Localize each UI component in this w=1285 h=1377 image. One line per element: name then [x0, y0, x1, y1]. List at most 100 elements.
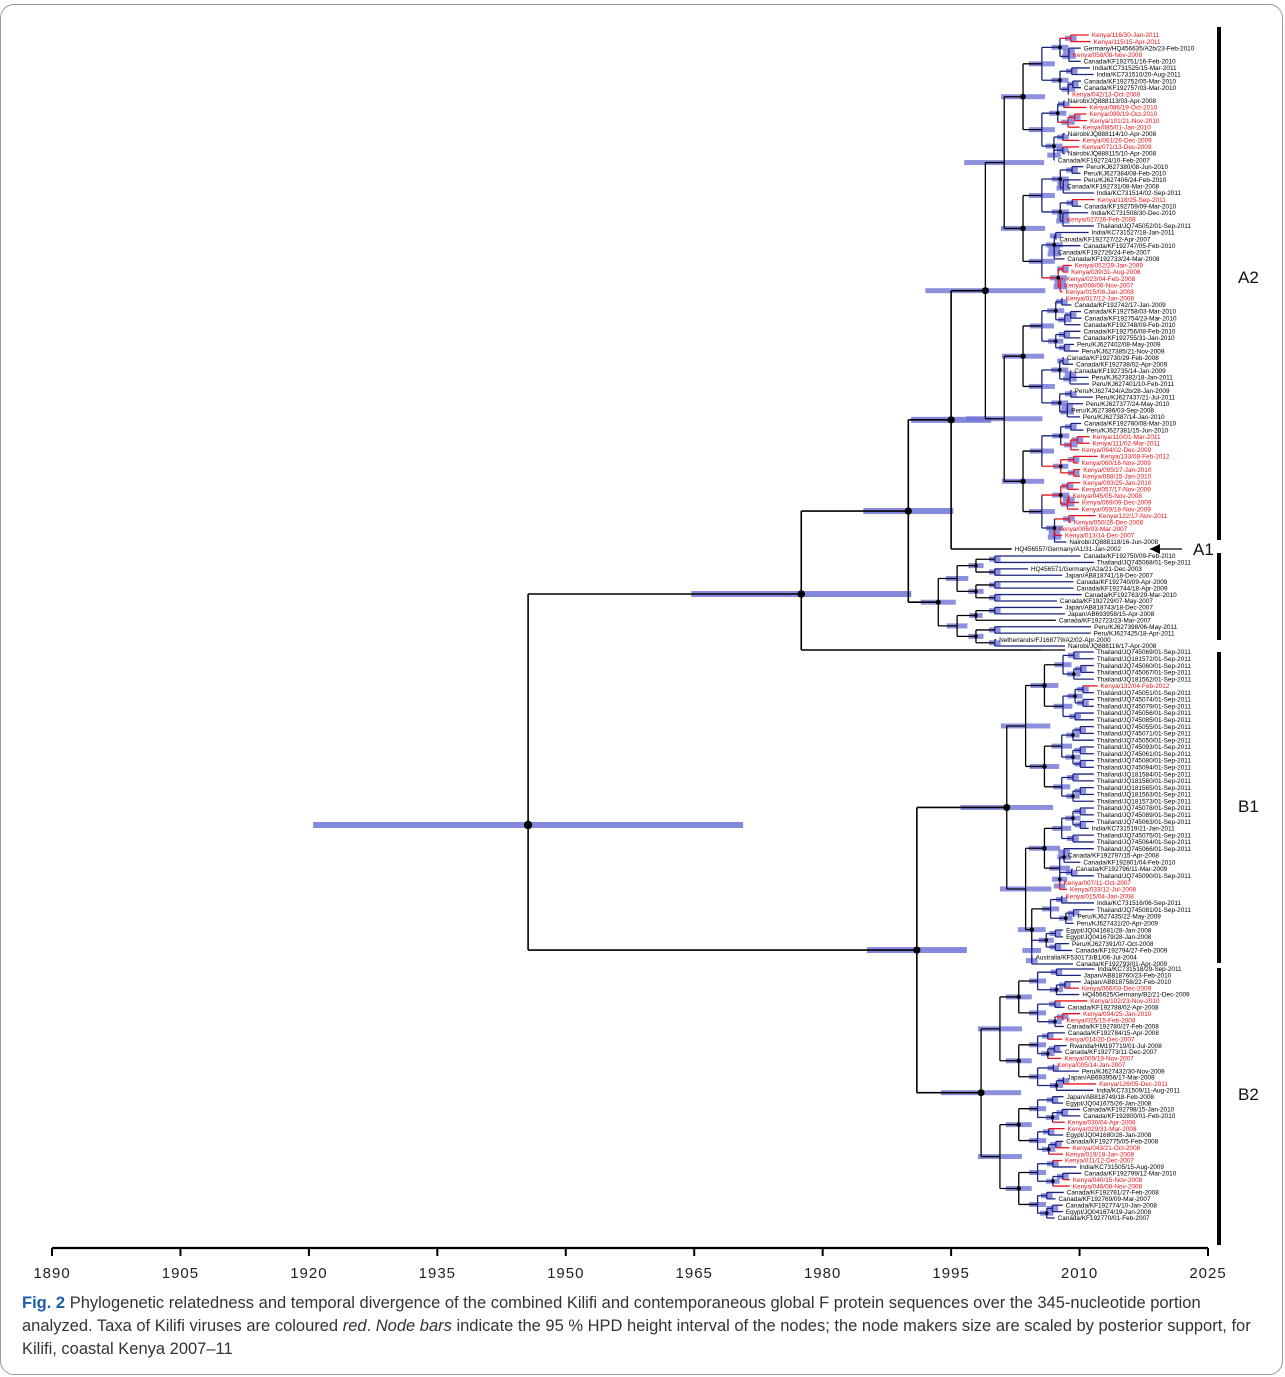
node-marker	[1072, 672, 1076, 676]
node-marker	[1020, 225, 1026, 232]
tip-label: Kenya/019/18-Jan-2008	[1066, 1151, 1135, 1158]
node-marker	[797, 590, 806, 598]
node-marker	[1057, 368, 1062, 372]
node-marker	[913, 946, 921, 954]
node-marker	[1052, 242, 1057, 247]
tip-label: Peru/KJ627386/03-Sep-2008	[1071, 408, 1154, 415]
tip-label: Kenya/009/19-Nov-2007	[1064, 1056, 1134, 1063]
tip-label: Thailand/JQ181565/01-Sep-2011	[1097, 785, 1191, 792]
tip-label: Thailand/JQ181573/01-Sep-2011	[1097, 798, 1191, 805]
tip-label: Peru/KJ627432/30-Nov-2009	[1082, 1068, 1165, 1075]
tip-label: India/KC731508/30-Dec-2010	[1091, 210, 1176, 217]
tip-label: Thailand/JQ745066/01-Sep-2011	[1097, 846, 1191, 853]
tip-label: Canada/KF192759/09-Mar-2010	[1084, 203, 1176, 210]
tip-label: Thailand/JQ745056/01-Sep-2011	[1097, 710, 1191, 717]
tip-label: Netherlands/FJ168779/A2/02-Apr-2000	[999, 637, 1111, 644]
tip-label: Peru/KJ627435/22-May-2009	[1077, 914, 1161, 921]
tip-label: Thailand/JQ745067/01-Sep-2011	[1097, 670, 1191, 677]
tip-label: Nairobi/JQ888116/17-Apr-2008	[1068, 643, 1157, 650]
tip-label: Peru/KJ627398/06-May-2011	[1094, 624, 1177, 631]
tip-label: Kenya/014/20-Dec-2007	[1065, 1036, 1135, 1043]
tip-label: Canada/KF192726/24-Feb-2007	[1058, 249, 1150, 256]
node-marker	[1016, 1186, 1021, 1191]
node-marker	[1020, 478, 1026, 485]
axis-tick-label: 1905	[162, 1265, 199, 1282]
node-marker	[1058, 210, 1063, 214]
tip-label: Kenya/033/12-Jul-2008	[1070, 887, 1137, 894]
tip-label: Japan/AB818760/23-Feb-2010	[1084, 973, 1172, 980]
clade-label-a1: A1	[1193, 540, 1214, 559]
tip-label: Canada/KF192796/11-Mar-2009	[1076, 866, 1168, 873]
node-marker	[981, 287, 989, 295]
tip-label: Kenya/006/03-Mar-2007	[1058, 526, 1127, 533]
tip-label: Egypt/JQ041680/28-Jan-2008	[1066, 1132, 1152, 1139]
tip-label: India/KC731505/15-Aug-2009	[1079, 1164, 1164, 1171]
tip-label: Kenya/066/03-Dec-2009	[1082, 985, 1152, 992]
tip-label: Kenya/030/04-Apr-2008	[1068, 1119, 1136, 1126]
node-marker	[1020, 93, 1026, 100]
node-marker	[523, 820, 533, 830]
node-marker	[1054, 987, 1059, 992]
tip-label: Kenya/064/02-Dec-2009	[1082, 447, 1152, 454]
tip-label: Peru/KJ627431/20-Apr-2009	[1077, 921, 1159, 928]
tip-label: Japan/AB693958/15-Apr-2008	[1068, 611, 1155, 618]
clade-label-b2: B2	[1238, 1085, 1259, 1104]
tip-label: Canada/KF192757/03-Mar-2010	[1084, 85, 1176, 92]
tip-label: Kenya/132/04-Feb-2012	[1100, 683, 1169, 690]
tip-label: Egypt/JQ041679/28-Jan-2008	[1066, 934, 1152, 941]
tip-label: Kenya/086/19-Oct-2010	[1089, 105, 1157, 112]
node-marker	[935, 599, 941, 605]
tip-label: Kenya/094/25-Jan-2010	[1083, 1011, 1152, 1018]
tip-label: Germany/HQ456635/A2b/23-Feb-2010	[1084, 45, 1195, 52]
tip-label: Canada/KF192769/09-Mar-2007	[1059, 1196, 1151, 1203]
tip-label: Thailand/JQ745071/01-Sep-2011	[1097, 731, 1191, 738]
tip-label: Kenya/039/31-Aug-2008	[1071, 269, 1141, 276]
tip-label: Kenya/133/08-Feb-2012	[1101, 454, 1170, 461]
tip-label: HQ456557/Germany/A1/31-Jan-2002	[1015, 546, 1122, 553]
tip-label: Canada/KF192760/08-Mar-2010	[1084, 421, 1176, 428]
tip-label: Kenya/029/31-Mar-2008	[1068, 1126, 1137, 1133]
figure-caption: Fig. 2 Phylogenetic relatedness and temp…	[22, 1292, 1262, 1361]
node-marker	[1058, 45, 1062, 50]
tip-label: Peru/KJ627402/08-May-2009	[1077, 342, 1161, 349]
node-marker	[1071, 816, 1075, 821]
tip-label: Canada/KF192800/01-Feb-2010	[1083, 1113, 1175, 1120]
tip-label: Egypt/JQ041675/26-Jan-2008	[1066, 1100, 1152, 1107]
tip-label: Canada/KF192724/10-Feb-2007	[1058, 157, 1150, 164]
tip-label: Kenya/005/14-Jan-2007	[1057, 1062, 1126, 1069]
tip-label: Kenya/069/09-Dec-2009	[1082, 500, 1152, 507]
tip-label: Kenya/111/02-Mar-2011	[1093, 440, 1161, 447]
node-marker	[1042, 683, 1047, 688]
tip-label: Thailand/JQ745074/01-Sep-2011	[1097, 697, 1191, 704]
tip-label: Canada/KF192788/02-Apr-2008	[1068, 1005, 1159, 1012]
tip-label: Kenya/013/14-Dec-2007	[1065, 533, 1135, 540]
tip-label: India/KC731519/21-Jan-2011	[1092, 826, 1175, 833]
tip-label: Kenya/011/12-Dec-2007	[1065, 1158, 1134, 1165]
node-marker	[1071, 794, 1075, 798]
tip-label: Kenya/060/16-Nov-2009	[1082, 460, 1152, 467]
axis-tick-label: 1920	[290, 1265, 327, 1282]
tip-label: Canada/KF192773/11-Dec-2007	[1065, 1049, 1157, 1056]
tip-label: Thailand/JQ745064/01-Sep-2011	[1097, 839, 1191, 846]
tip-label: Kenya/099/19-Oct-2010	[1089, 111, 1157, 118]
tip-label: Canada/KF192730/29-Feb-2008	[1067, 355, 1159, 362]
tip-label: Canada/KF192780/27-Feb-2008	[1067, 1024, 1159, 1031]
tip-label: Canada/KF192801/04-Feb-2010	[1083, 859, 1175, 866]
tip-label: Thailand/JQ745060/01-Sep-2011	[1097, 663, 1191, 670]
node-marker	[1056, 275, 1061, 280]
node-marker	[1058, 464, 1063, 469]
tip-label: Japan/AB818749/18-Feb-2008	[1067, 1094, 1155, 1101]
tip-label: Kenya/045/05-Nov-2008	[1073, 493, 1143, 500]
tip-label: Canada/KF192756/08-Feb-2010	[1083, 328, 1175, 335]
tip-label: Thailand/JQ745078/01-Sep-2011	[1097, 805, 1191, 812]
node-marker	[1053, 339, 1058, 344]
caption-italic-node-bars: Node bars	[375, 1317, 452, 1335]
tip-label: Japan/AB818758/22-Feb-2010	[1084, 979, 1172, 986]
tip-label: Peru/KJ627380/08-Jun-2010	[1086, 164, 1168, 171]
tip-label: Kenya/071/13-Dec-2009	[1082, 144, 1152, 151]
tip-label: Thailand/JQ181562/01-Sep-2011	[1097, 676, 1191, 683]
tip-label: Canada/KF192751/16-Feb-2010	[1084, 59, 1176, 66]
figure-frame	[0, 4, 1283, 1375]
axis-tick-label: 1950	[547, 1265, 584, 1282]
tip-label: Kenya/057/17-Nov-2009	[1082, 487, 1152, 494]
